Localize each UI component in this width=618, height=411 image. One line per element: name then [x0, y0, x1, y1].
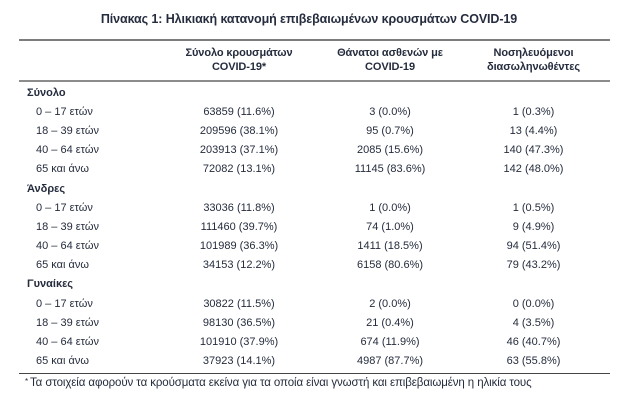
total-cases-value: 203913 (37.1%)	[199, 144, 279, 157]
header-total-cases-line2: COVID-19*	[211, 61, 267, 73]
intubated-value: 1 (0.5%)	[512, 201, 555, 214]
total-cases-value: 34153 (12.2%)	[202, 259, 276, 272]
deaths-value: 21 (0.4%)	[366, 316, 414, 329]
age-band-label: 18 – 39 ετών	[36, 316, 99, 329]
deaths-value: 2085 (15.6%)	[356, 144, 424, 157]
intubated-value: 46 (40.7%)	[506, 336, 561, 349]
covid-age-table: Σύνολο κρουσμάτων COVID-19* Θάνατοι ασθε…	[19, 39, 610, 374]
total-cases-value: 30822 (11.5%)	[203, 297, 275, 310]
table-row: 18 – 39 ετών 111460 (39.7%) 74 (1.0%) 9 (4.…	[19, 217, 610, 236]
table-row: 0 – 17 ετών 63859 (11.6%) 3 (0.0%) 1 (0.3%)	[19, 102, 610, 121]
deaths-value: 1 (0.0%)	[369, 201, 411, 214]
deaths-value: 6158 (80.6%)	[356, 259, 424, 272]
deaths-value: 95 (0.7%)	[366, 124, 414, 137]
table-row: 65 και άνω 37923 (14.1%) 4987 (87.7%) 63 (5…	[19, 352, 610, 371]
section-label: Γυναίκες	[27, 278, 74, 291]
age-band-label: 0 – 17 ετών	[36, 297, 93, 310]
intubated-value: 13 (4.4%)	[509, 124, 558, 137]
table-row: 40 – 64 ετών 203913 (37.1%) 2085 (15.6%) 14…	[19, 141, 610, 160]
intubated-value: 140 (47.3%)	[503, 144, 564, 157]
total-cases-value: 63859 (11.6%)	[203, 105, 275, 118]
age-band-label: 40 – 64 ετών	[36, 336, 99, 349]
header-deaths-line1: Θάνατοι ασθενών με	[337, 47, 443, 59]
deaths-value: 74 (1.0%)	[366, 220, 414, 233]
total-cases-value: 33036 (11.8%)	[203, 201, 275, 214]
header-deaths: Θάνατοι ασθενών με COVID-19	[323, 46, 457, 74]
section-label: Σύνολο	[27, 86, 66, 99]
age-band-label: 18 – 39 ετών	[36, 220, 99, 233]
page-title: Πίνακας 1: Ηλικιακή κατανομή επιβεβαιωμέ…	[100, 12, 518, 26]
deaths-value: 1411 (18.5%)	[357, 240, 423, 253]
table-body: Σύνολο 0 – 17 ετών 63859 (11.6%) 3 (0.0%) 1 …	[19, 82, 610, 374]
section-row: Σύνολο	[19, 83, 610, 102]
intubated-value: 63 (55.8%)	[506, 355, 561, 368]
table-row: 40 – 64 ετών 101989 (36.3%) 1411 (18.5%) 94…	[19, 237, 610, 256]
intubated-value: 4 (3.5%)	[512, 316, 555, 329]
total-cases-value: 101989 (36.3%)	[199, 240, 279, 253]
table-row: 18 – 39 ετών 209596 (38.1%) 95 (0.7%) 13 (4…	[19, 121, 610, 140]
intubated-value: 94 (51.4%)	[506, 240, 561, 253]
table-row: 18 – 39 ετών 98130 (36.5%) 21 (0.4%) 4 (3.5…	[19, 313, 610, 332]
table-row: 40 – 64 ετών 101910 (37.9%) 674 (11.9%) 46 …	[19, 332, 610, 351]
table-row: 0 – 17 ετών 30822 (11.5%) 2 (0.0%) 0 (0.0%)	[19, 294, 610, 313]
section-row: Άνδρες	[19, 179, 610, 198]
intubated-value: 79 (43.2%)	[506, 259, 561, 272]
header-total-cases-line1: Σύνολο κρουσμάτων	[185, 47, 293, 59]
deaths-value: 3 (0.0%)	[369, 105, 411, 118]
table-row: 0 – 17 ετών 33036 (11.8%) 1 (0.0%) 1 (0.5%)	[19, 198, 610, 217]
footnote-asterisk: *	[25, 376, 29, 386]
age-band-label: 0 – 17 ετών	[36, 105, 93, 118]
table-row: 65 και άνω 34153 (12.2%) 6158 (80.6%) 79 (4…	[19, 256, 610, 275]
total-cases-value: 98130 (36.5%)	[202, 316, 276, 329]
age-band-label: 0 – 17 ετών	[36, 201, 93, 214]
deaths-value: 674 (11.9%)	[360, 336, 420, 349]
age-band-label: 65 και άνω	[36, 163, 89, 176]
table-footnote: * Τα στοιχεία αφορούν τα κρούσματα εκείνα…	[19, 374, 610, 389]
table-row: 65 και άνω 72082 (13.1%) 11145 (83.6%) 142 …	[19, 160, 610, 179]
header-intubated: Νοσηλευόμενοι διασωληνωθέντες	[457, 46, 610, 74]
intubated-value: 142 (48.0%)	[503, 163, 564, 176]
total-cases-value: 101910 (37.9%)	[199, 336, 279, 349]
total-cases-value: 37923 (14.1%)	[202, 355, 276, 368]
age-band-label: 18 – 39 ετών	[36, 124, 99, 137]
deaths-value: 2 (0.0%)	[369, 297, 411, 310]
header-intubated-line1: Νοσηλευόμενοι	[493, 47, 574, 59]
total-cases-value: 209596 (38.1%)	[199, 124, 279, 137]
intubated-value: 9 (4.9%)	[512, 220, 555, 233]
section-row: Γυναίκες	[19, 275, 610, 294]
age-band-label: 65 και άνω	[36, 259, 89, 272]
table-header-row: Σύνολο κρουσμάτων COVID-19* Θάνατοι ασθε…	[19, 41, 610, 82]
total-cases-value: 111460 (39.7%)	[200, 220, 278, 233]
header-intubated-line2: διασωληνωθέντες	[487, 61, 580, 73]
footnote-text: Τα στοιχεία αφορούν τα κρούσματα εκείνα …	[30, 376, 532, 389]
intubated-value: 1 (0.3%)	[512, 105, 555, 118]
intubated-value: 0 (0.0%)	[512, 297, 555, 310]
header-deaths-line2: COVID-19	[365, 61, 415, 73]
deaths-value: 4987 (87.7%)	[356, 355, 424, 368]
header-total-cases: Σύνολο κρουσμάτων COVID-19*	[155, 46, 323, 74]
age-band-label: 40 – 64 ετών	[36, 240, 99, 253]
section-label: Άνδρες	[27, 182, 66, 195]
deaths-value: 11145 (83.6%)	[354, 163, 426, 176]
total-cases-value: 72082 (13.1%)	[202, 163, 276, 176]
age-band-label: 40 – 64 ετών	[36, 144, 99, 157]
age-band-label: 65 και άνω	[36, 355, 89, 368]
